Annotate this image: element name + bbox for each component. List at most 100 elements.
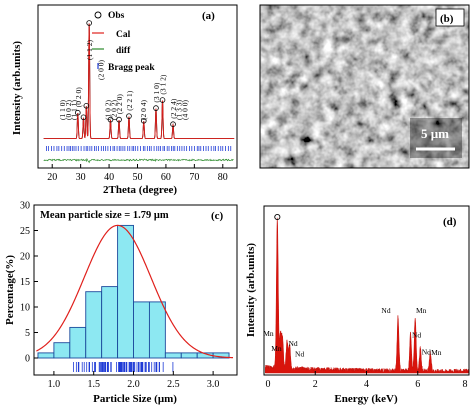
peak-label: (3 1 2) (159, 74, 168, 94)
panel-d-ylabel: Intensity (arb.units) (245, 243, 257, 337)
x-tick-label: 1.0 (48, 379, 61, 390)
y-tick-label: 20 (20, 252, 30, 263)
peak-label: (1 3 3) (175, 100, 184, 120)
peak-label: (1 1 2) (85, 40, 94, 60)
x-tick-label: 60 (161, 172, 171, 183)
y-tick-label: 0 (25, 354, 30, 365)
eds-peak-label: Mn (263, 329, 274, 338)
y-tick-label: 25 (20, 226, 30, 237)
panel-b: (b) 5 μm (259, 4, 470, 169)
eds-spectrum-fill (265, 217, 469, 374)
size-rug-marks (73, 362, 174, 372)
y-tick-label: 15 (20, 277, 30, 288)
xrd-curves (43, 23, 235, 139)
panel-a: 20 30 40 50 60 70 80 (1 1 0)(0 0 2)(1 1 1)(0 2… (11, 4, 238, 196)
x-tick-label: 2.5 (167, 379, 180, 390)
mean-size-annotation: Mean particle size = 1.79 μm (40, 210, 169, 221)
y-tick-label: 10 (20, 303, 30, 314)
diff-curve (43, 158, 234, 164)
obs-point (170, 121, 176, 127)
legend-bragg: Bragg peak (108, 63, 155, 73)
scale-bar-bg (410, 118, 462, 158)
panel-a-xlabel: 2Theta (degree) (103, 184, 177, 196)
histogram-bar (53, 342, 71, 359)
peak-label: (2 2 0) (115, 94, 124, 114)
legend-obs: Obs (108, 11, 125, 21)
x-tick-label: 50 (133, 172, 143, 183)
x-tick-label: 0 (266, 379, 271, 390)
panel-c: 0 5 10 15 20 25 30 1.0 1.5 2.0 2.5 3.0 Mean partic… (4, 201, 238, 405)
legend-diff: diff (116, 46, 131, 56)
x-tick-label: 4 (364, 379, 369, 390)
peak-label: (0 2 0) (74, 87, 83, 107)
histogram-bar (101, 286, 119, 359)
x-tick-label: 30 (76, 172, 86, 183)
peak-label: (2 0 0) (97, 60, 106, 80)
y-tick-label: 30 (20, 201, 30, 212)
x-tick-label: 8 (463, 379, 468, 390)
obs-point (80, 114, 87, 121)
peak-label: (2 2 4) (169, 98, 178, 118)
panel-c-ylabel: Percentage(%) (4, 255, 16, 325)
histogram-bar (133, 301, 150, 359)
sem-image (260, 5, 469, 168)
legend-obs-marker (94, 11, 102, 19)
obs-point (75, 109, 81, 116)
eds-peak-label: Nd (295, 350, 304, 359)
histogram-bar (148, 301, 166, 359)
diff-line (43, 158, 234, 164)
cal-curve (43, 23, 235, 139)
x-tick-label: 6 (415, 379, 420, 390)
peak-label: (0 0 2) (64, 100, 73, 120)
eds-spectrum (265, 217, 469, 374)
y-tick-label: 5 (25, 328, 30, 339)
eds-peak-label: Nd (412, 331, 421, 340)
panel-a-legend: Obs Cal diff Bragg peak (92, 11, 155, 73)
peak-label: (3 1 0) (152, 82, 161, 102)
histogram-bar (180, 352, 198, 359)
panel-a-frame (37, 4, 238, 169)
panel-d-x-ticks: 0 2 4 6 8 (263, 371, 470, 390)
peak-label: (1 0 2) (104, 100, 113, 120)
peak-label: (2 0 2) (109, 100, 118, 120)
bragg-peak-markers (46, 146, 232, 151)
histogram-bar (69, 326, 87, 359)
histogram-bar (117, 224, 134, 359)
eds-peak-label: Mn (431, 348, 442, 357)
histogram-bar (164, 352, 182, 359)
panel-c-label: (c) (211, 210, 224, 222)
panel-a-x-ticks: 20 30 40 50 60 70 80 (47, 164, 228, 183)
scale-bar-label: 5 μm (421, 126, 449, 141)
obs-point (153, 105, 159, 111)
histogram-bar (37, 352, 55, 359)
x-tick-label: 2.0 (127, 379, 140, 390)
peak-label: (2 0 4) (139, 100, 148, 120)
x-tick-label: 1.5 (87, 379, 100, 390)
obs-point (126, 113, 132, 119)
peak-labels: (1 1 0)(0 0 2)(1 1 1)(0 2 0)(1 1 2)(2 0 … (58, 40, 189, 120)
panel-a-label: (a) (202, 10, 215, 22)
obs-point (83, 103, 90, 109)
gaussian-fit-curve (36, 224, 234, 359)
panel-d-xlabel: Energy (keV) (334, 393, 398, 405)
x-tick-label: 80 (218, 172, 228, 183)
sem-image-frame (259, 4, 470, 169)
x-tick-label: 3.0 (207, 379, 220, 390)
peak-label: (1 1 1) (70, 100, 79, 120)
panel-c-y-ticks: 0 5 10 15 20 25 30 (20, 201, 38, 365)
histogram-bar (85, 291, 103, 359)
x-tick-label: 2 (313, 379, 318, 390)
eds-peak-label: Nd (422, 348, 431, 357)
histogram-bars (37, 224, 230, 359)
obs-point (107, 116, 114, 123)
x-tick-label: 70 (189, 172, 199, 183)
peak-label: (4 0 0) (180, 100, 189, 120)
obs-point (116, 116, 122, 123)
obs-point (86, 20, 92, 26)
peak-label: (1 1 0) (58, 100, 67, 120)
legend-cal: Cal (116, 30, 131, 40)
obs-points (75, 20, 176, 127)
panel-b-label: (b) (440, 13, 454, 25)
panel-d-label: (d) (443, 216, 457, 228)
